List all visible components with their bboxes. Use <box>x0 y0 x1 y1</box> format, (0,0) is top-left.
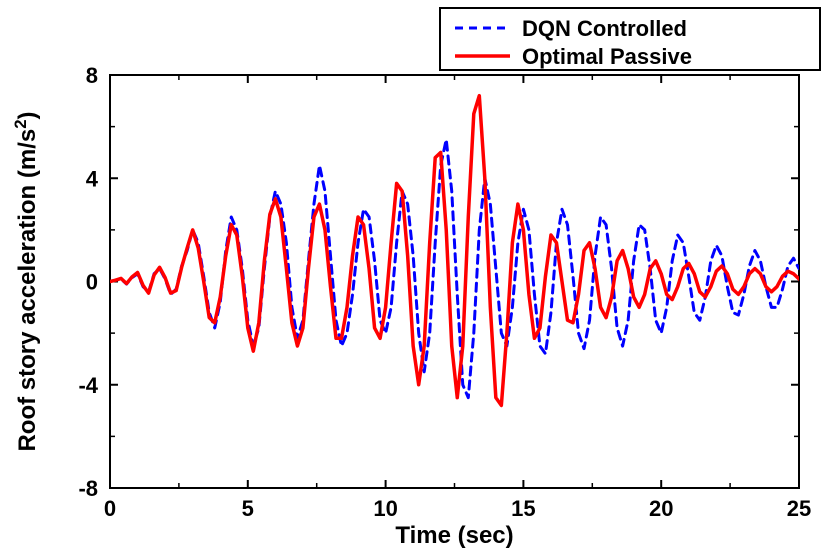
svg-text:-4: -4 <box>78 373 98 398</box>
svg-text:Roof story acceleration (m/s2): Roof story acceleration (m/s2) <box>11 111 42 451</box>
svg-text:4: 4 <box>86 166 99 191</box>
svg-text:8: 8 <box>86 63 98 88</box>
svg-text:Optimal Passive: Optimal Passive <box>522 44 692 69</box>
svg-text:Time (sec): Time (sec) <box>395 522 513 549</box>
svg-text:5: 5 <box>242 496 254 521</box>
svg-text:10: 10 <box>373 496 397 521</box>
svg-text:DQN Controlled: DQN Controlled <box>522 16 687 41</box>
line-chart: 0 5 10 15 20 25 -8 -4 0 4 8 Time (sec) Roof story ac… <box>0 0 834 558</box>
svg-text:0: 0 <box>86 270 98 295</box>
svg-text:15: 15 <box>511 496 535 521</box>
svg-text:-8: -8 <box>78 476 98 501</box>
chart-container: 0 5 10 15 20 25 -8 -4 0 4 8 Time (sec) Roof story ac… <box>0 0 834 558</box>
svg-text:20: 20 <box>649 496 673 521</box>
svg-text:25: 25 <box>787 496 811 521</box>
svg-text:0: 0 <box>104 496 116 521</box>
